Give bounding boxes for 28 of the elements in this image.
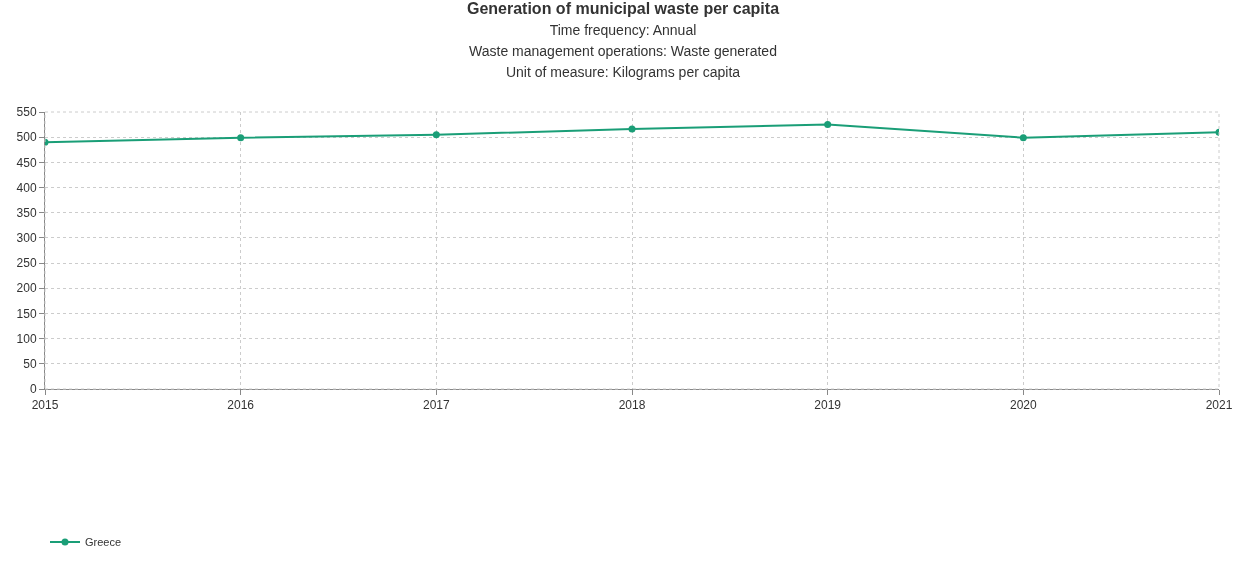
y-tick-label: 400 xyxy=(16,180,37,195)
point xyxy=(237,134,245,142)
y-tick-label: 200 xyxy=(16,281,37,296)
chart-subtitle: Time frequency: Annual Waste management operations: Waste generated Unit of measure: Kilograms per capita xyxy=(469,22,777,80)
point xyxy=(824,121,832,129)
y-tick-label: 450 xyxy=(16,155,37,170)
point xyxy=(1019,134,1027,142)
y-tick-label: 250 xyxy=(16,256,37,271)
line-series xyxy=(45,121,1219,146)
y-tick-label: 150 xyxy=(16,306,37,321)
x-tick-label: 2017 xyxy=(422,398,450,413)
y-tick-label: 50 xyxy=(23,357,37,372)
y-tick-label: 0 xyxy=(29,382,37,397)
legend-label: Greece xyxy=(85,536,122,549)
chart-title: Generation of municipal waste per capita xyxy=(466,0,780,18)
y-tick-label: 300 xyxy=(16,231,37,246)
y-tick-label: 500 xyxy=(16,130,37,145)
x-tick-label: 2015 xyxy=(31,398,59,413)
x-tick-label: 2016 xyxy=(227,398,255,413)
x-tick-label: 2018 xyxy=(618,398,646,413)
point xyxy=(432,131,440,139)
x-tick-label: 2019 xyxy=(814,398,842,413)
y-tick-label: 100 xyxy=(16,331,37,346)
x-tick-label: 2020 xyxy=(1009,398,1037,413)
point xyxy=(628,125,636,133)
y-tick-label: 350 xyxy=(16,205,37,220)
x-tick-label: 2021 xyxy=(1205,398,1233,413)
y-tick-label: 550 xyxy=(16,105,37,120)
